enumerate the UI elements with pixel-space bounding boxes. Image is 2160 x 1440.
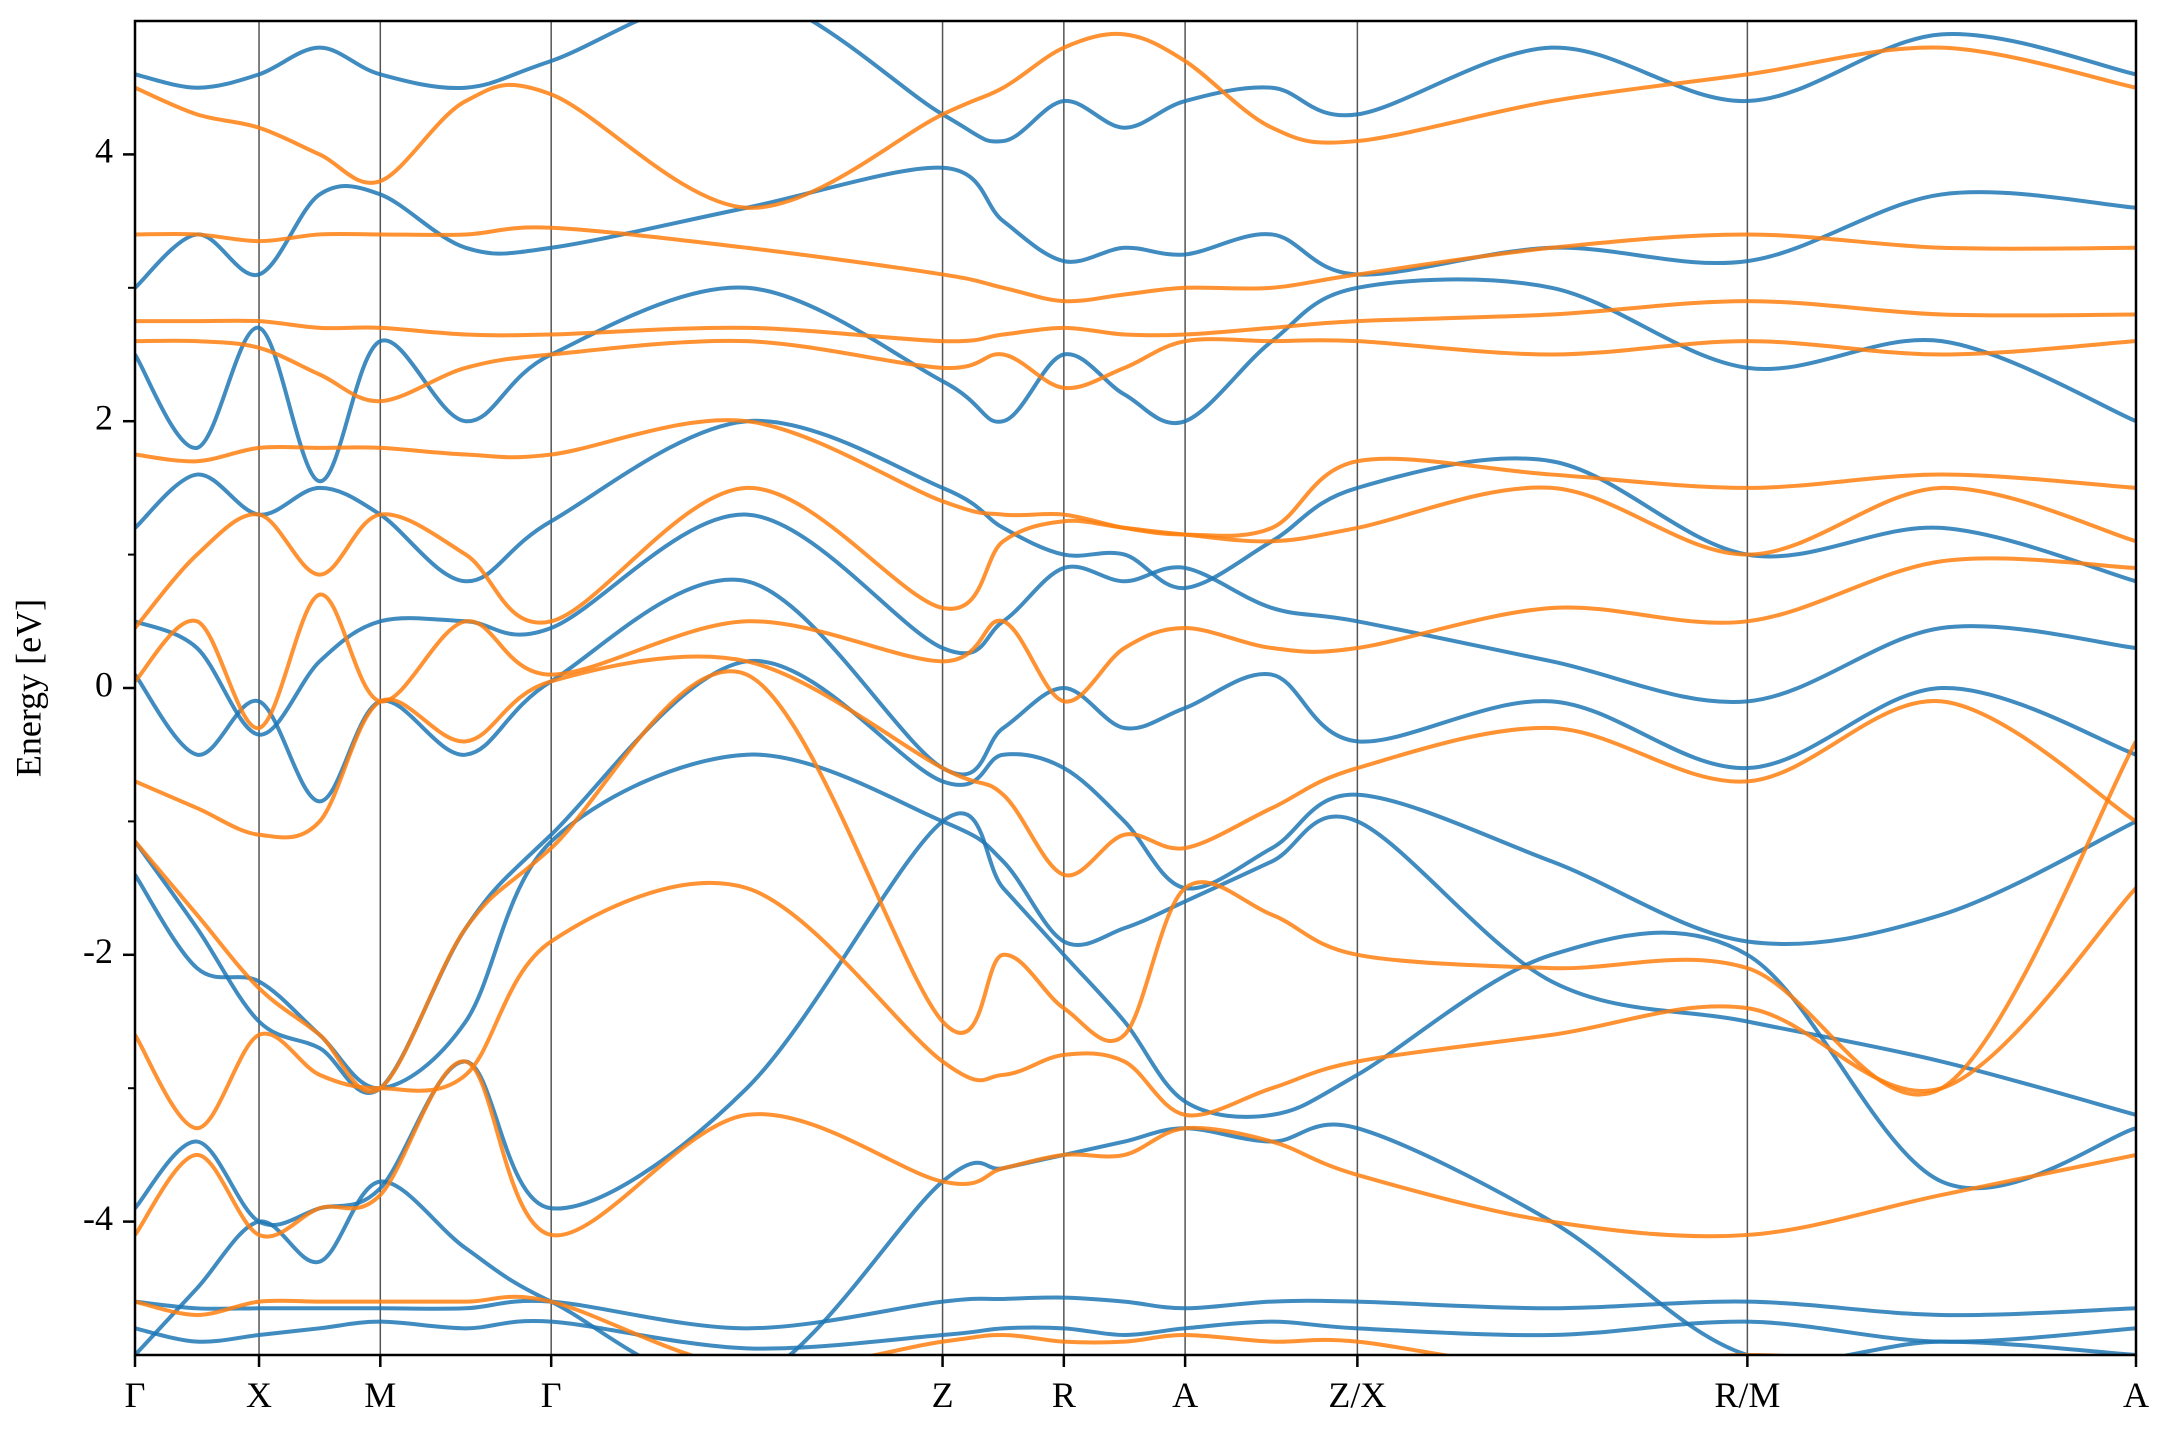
band-line	[135, 556, 2136, 731]
band-line	[135, 485, 2136, 630]
band-line	[135, 225, 2136, 304]
plot-frame	[133, 19, 2138, 1357]
band-line	[135, 1295, 2136, 1331]
band-line	[135, 31, 2136, 210]
band-line	[135, 1319, 2136, 1351]
band-line	[135, 21, 2136, 144]
x-tick-label: R/M	[1714, 1375, 1780, 1415]
band-line	[135, 512, 2136, 737]
x-tick-label: R	[1052, 1375, 1076, 1415]
x-tick-label: Γ	[125, 1375, 146, 1415]
band-line	[135, 811, 2136, 1228]
bands	[135, 21, 2136, 1355]
band-line	[135, 1294, 1806, 1355]
y-tick-label: 0	[95, 664, 113, 704]
y-tick-label: 2	[95, 397, 113, 437]
y-axis-label: Energy [eV]	[8, 599, 48, 777]
y-tick-label: -2	[83, 931, 113, 971]
band-line	[135, 418, 2136, 590]
band-line	[135, 1059, 2136, 1239]
grid	[134, 21, 2137, 1355]
axes: -4 -2 0 2 4 Γ X M Γ Z R A Z/X R/M A	[83, 131, 2149, 1415]
x-tick-label: A	[1172, 1375, 1198, 1415]
band-line	[135, 659, 2136, 1095]
band-line	[135, 880, 2136, 1131]
x-tick-label: M	[364, 1375, 396, 1415]
x-tick-label: Z/X	[1328, 1375, 1386, 1415]
x-tick-label: Z	[932, 1375, 954, 1415]
band-line	[135, 577, 2136, 804]
y-tick-label: 4	[95, 131, 113, 171]
x-tick-label: A	[2123, 1375, 2149, 1415]
y-tick-label: -4	[83, 1198, 113, 1238]
band-line	[135, 277, 2136, 484]
band-line	[135, 165, 2136, 290]
band-line	[135, 752, 2136, 1117]
band-line	[135, 654, 2136, 878]
band-line	[135, 299, 2136, 344]
band-line	[135, 418, 2136, 538]
band-line	[135, 1122, 2136, 1355]
band-line	[135, 669, 2136, 1097]
x-tick-label: Γ	[541, 1375, 562, 1415]
band-line	[135, 337, 2136, 404]
x-tick-label: X	[246, 1375, 272, 1415]
